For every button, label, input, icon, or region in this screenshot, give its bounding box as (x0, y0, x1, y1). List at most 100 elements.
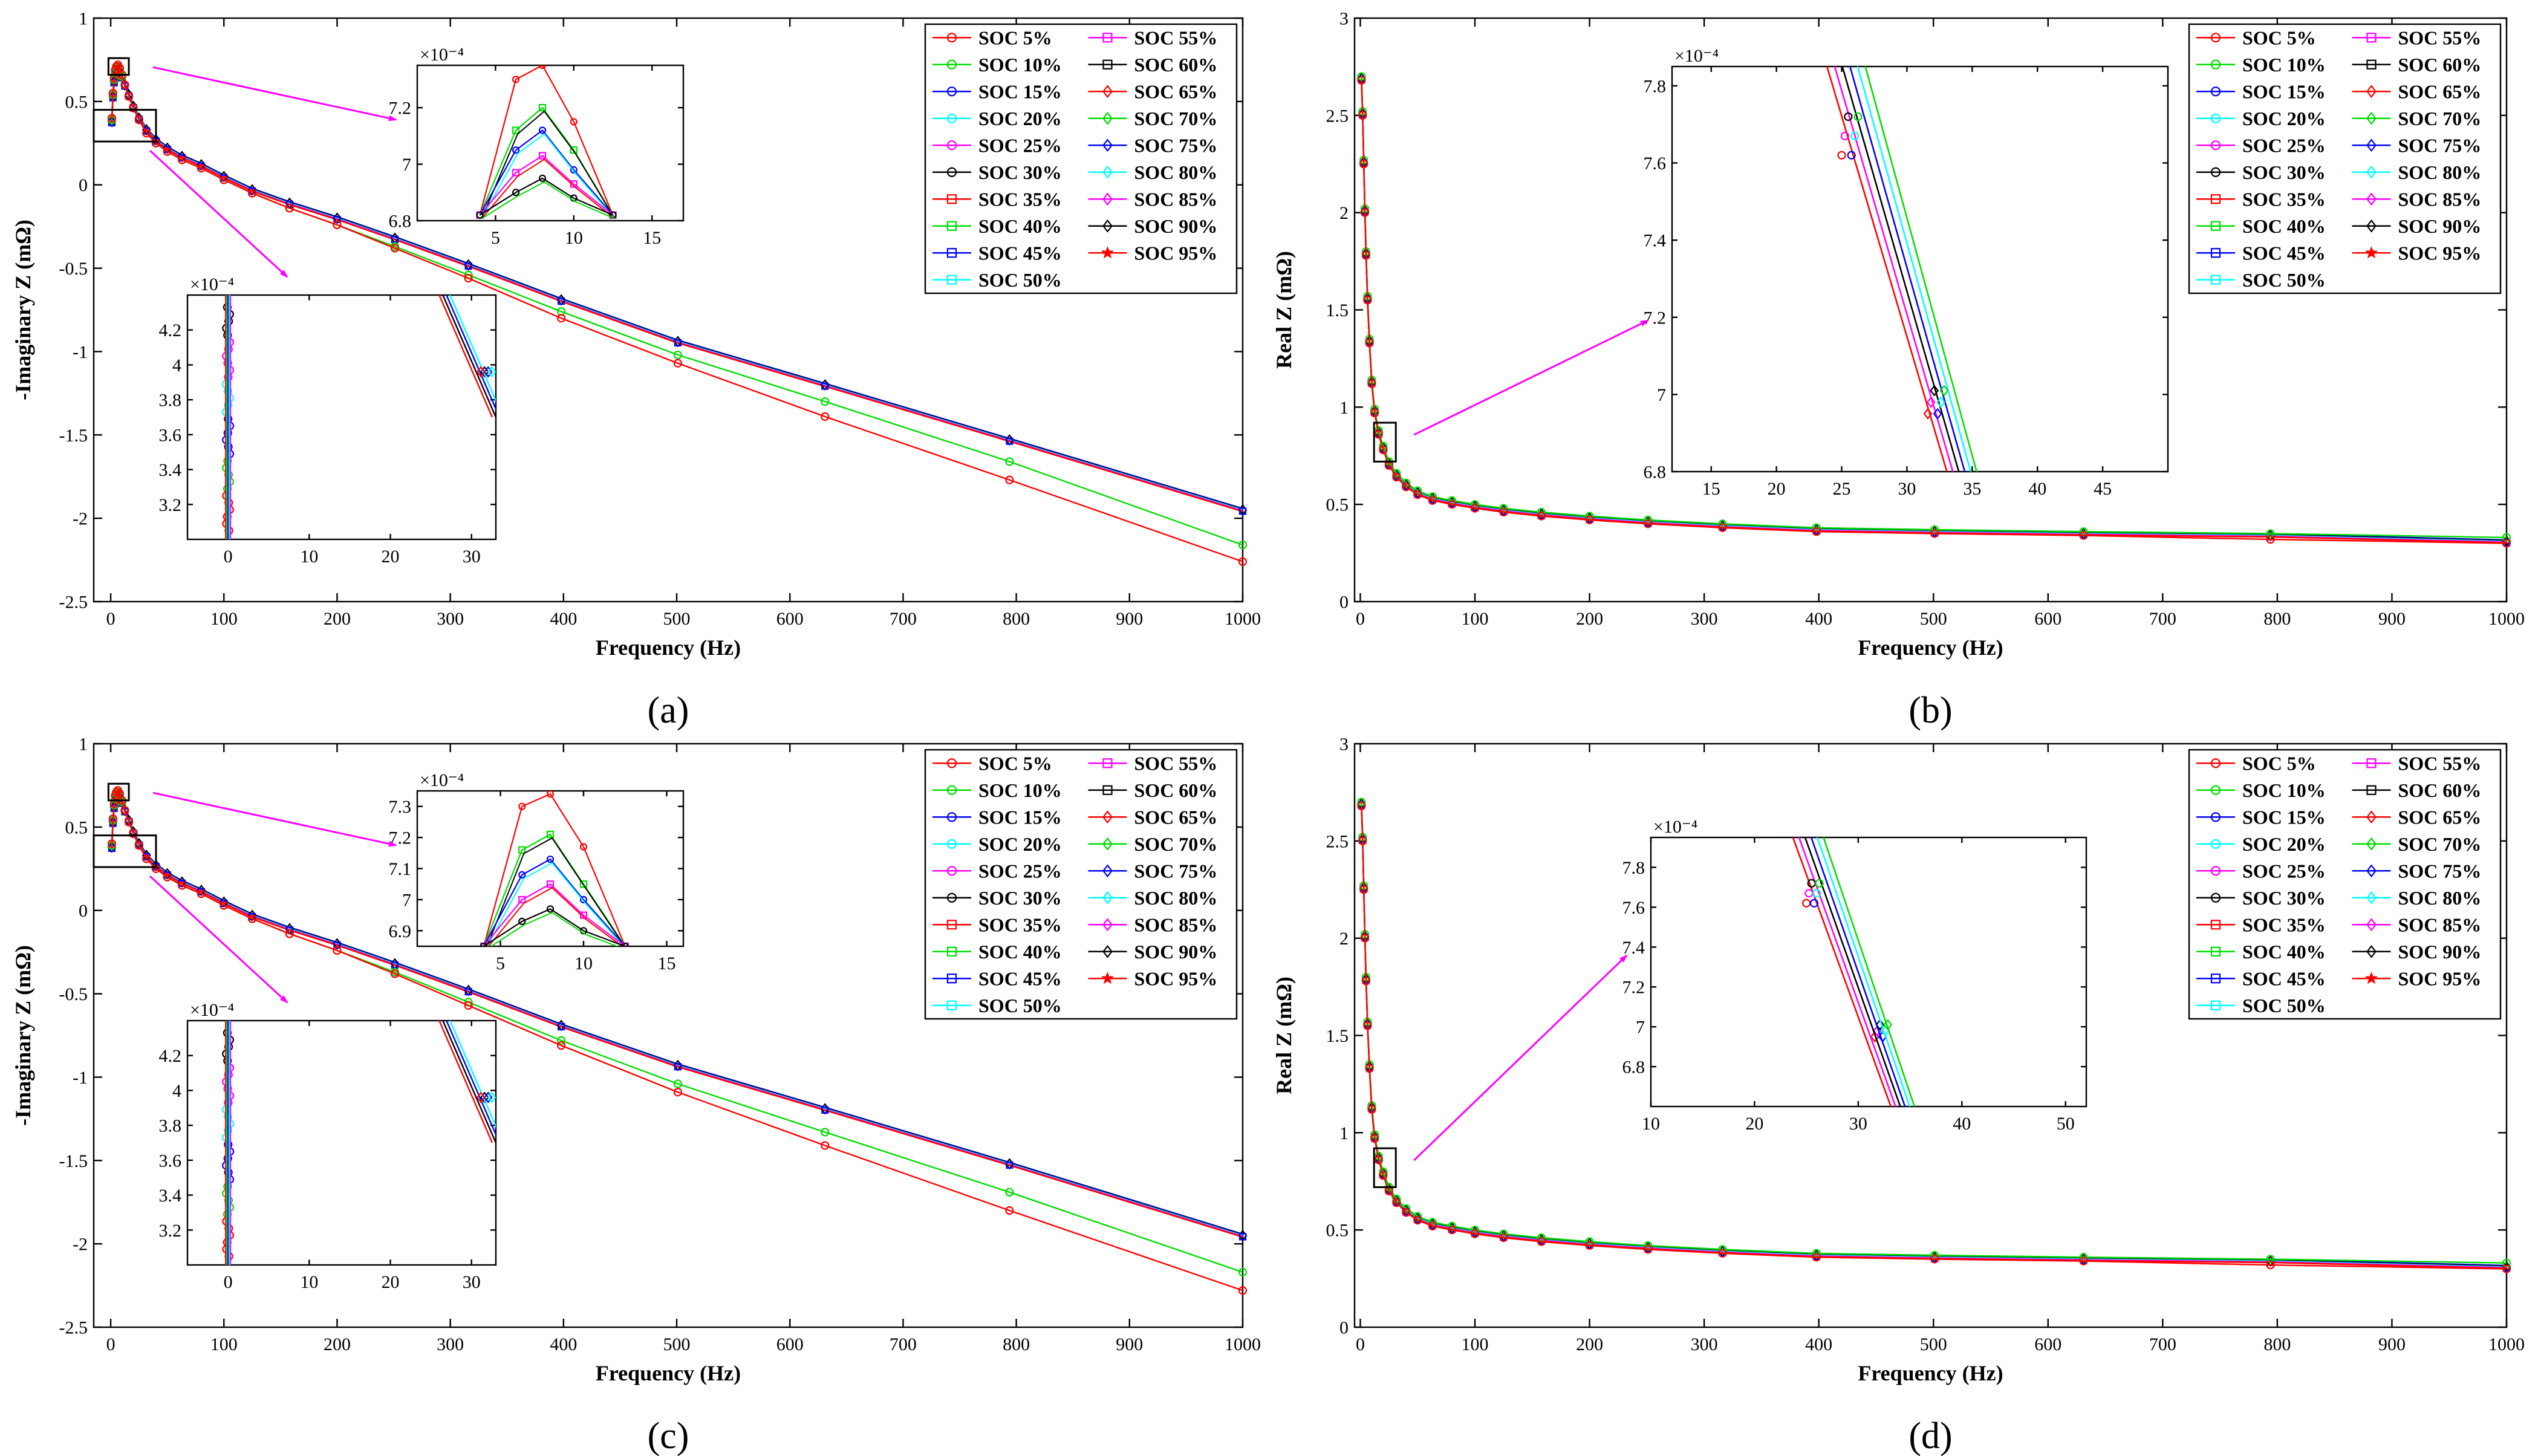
inset-data (1826, 67, 1978, 472)
data-point (673, 1088, 683, 1097)
inset-x-tick-label: 10 (300, 547, 318, 567)
y-tick-label: 0 (1339, 593, 1349, 613)
legend-marker (2210, 973, 2221, 984)
inset-x-tick-label: 5 (496, 954, 505, 973)
inset-point (1847, 151, 1856, 160)
legend-box (924, 23, 1238, 294)
legend-label: SOC 55% (2398, 752, 2482, 774)
series-line (1361, 805, 2507, 1270)
data-point (107, 839, 117, 848)
y-tick-label: -0.5 (59, 984, 88, 1004)
x-axis-label: Frequency (Hz) (1858, 1361, 2003, 1385)
data-point (464, 262, 472, 270)
inset-point (546, 905, 555, 913)
legend-label: SOC 50% (978, 995, 1062, 1016)
legend-label: SOC 30% (978, 161, 1062, 183)
data-point (1365, 339, 1374, 348)
data-point (1005, 457, 1014, 466)
inset-plot-frame (186, 1019, 497, 1266)
legend-marker (946, 33, 957, 43)
y-tick-label: 2.5 (1326, 831, 1349, 851)
zoom-arrow (152, 791, 397, 847)
legend-marker (2210, 140, 2221, 151)
x-tick-label: 100 (1462, 609, 1489, 629)
inset-line (483, 858, 626, 946)
legend-box (924, 749, 1238, 1020)
legend-label: SOC 85% (2398, 914, 2482, 935)
inset-line (438, 295, 493, 418)
legend-label: SOC 25% (978, 134, 1062, 156)
inset-x-tick-label: 10 (300, 1272, 318, 1292)
zoom-box (93, 834, 157, 868)
inset-point (570, 146, 578, 154)
x-tick-label: 600 (2034, 1334, 2061, 1354)
legend-label: SOC 70% (2398, 833, 2482, 855)
inset-y-tick-label: 3.4 (159, 460, 182, 480)
legend-marker (2210, 167, 2221, 177)
legend-label: SOC 65% (1134, 806, 1218, 828)
inset-plot-frame (1650, 836, 2087, 1108)
data-point (821, 397, 830, 406)
data-point (1537, 1237, 1546, 1246)
legend-marker (1102, 837, 1113, 851)
inset-x-tick-label: 20 (382, 1272, 400, 1292)
legend-marker (2210, 946, 2221, 957)
data-point (1238, 507, 1247, 515)
data-point (1367, 1105, 1376, 1114)
data-point (1537, 512, 1546, 521)
x-tick-label: 800 (2263, 609, 2291, 629)
y-tick-label: 0 (1339, 1318, 1349, 1338)
data-point (1238, 557, 1248, 566)
inset-exponent: ×10⁻⁴ (420, 770, 464, 790)
panel-caption: (b) (1908, 690, 1952, 731)
inset-line (442, 1021, 496, 1143)
inset-point (579, 895, 588, 904)
legend-marker (1102, 758, 1113, 769)
inset-y-tick-label: 7 (402, 890, 411, 910)
data-point (1718, 1249, 1727, 1258)
x-tick-label: 800 (1003, 1334, 1030, 1354)
x-tick-label: 500 (663, 1334, 691, 1354)
data-point (333, 215, 341, 223)
x-tick-label: 200 (324, 1334, 351, 1354)
inset-point (1804, 889, 1814, 898)
inset-inset_low: 0 10 20 30 3.2 3.4 3.6 3.8 4 4.2 ×10⁻⁴ (159, 275, 497, 567)
legend-marker (2210, 113, 2221, 123)
inset-line (1798, 837, 1897, 1107)
legend-marker (1102, 785, 1113, 795)
y-tick-label: 1.5 (1326, 1026, 1349, 1046)
y-tick-label: -2 (73, 1235, 88, 1255)
inset-x-tick-label: 30 (1898, 479, 1916, 499)
x-tick-label: 100 (1462, 1334, 1489, 1354)
legend-marker (2364, 246, 2378, 259)
x-tick-label: 1000 (1225, 609, 1261, 629)
data-point (1930, 1255, 1939, 1264)
data-point (1392, 473, 1401, 482)
x-tick-label: 0 (1356, 609, 1365, 629)
legend-label: SOC 90% (1134, 215, 1218, 237)
legend-marker (2366, 165, 2377, 179)
data-point (1644, 1245, 1653, 1254)
inset-x-tick-label: 15 (643, 228, 661, 248)
inset-y-tick-label: 7.2 (389, 99, 412, 119)
data-point (1367, 379, 1376, 388)
x-tick-label: 500 (663, 609, 691, 629)
legend-label: SOC 60% (1134, 54, 1218, 76)
legend-marker (946, 59, 957, 70)
data-point (220, 175, 229, 184)
y-tick-label: 1 (79, 735, 88, 755)
x-tick-label: 300 (1691, 1334, 1718, 1354)
legend-marker (2366, 33, 2377, 43)
inset-line (481, 181, 615, 219)
data-point (247, 189, 257, 198)
inset-x-tick-label: 15 (658, 954, 676, 973)
x-tick-label: 1000 (1225, 1334, 1261, 1354)
legend-marker (2366, 918, 2377, 932)
legend-label: SOC 15% (978, 80, 1062, 102)
x-tick-label: 200 (324, 609, 351, 629)
inset-point (487, 366, 496, 378)
legend-marker (946, 248, 957, 258)
inset-plot-frame (416, 790, 685, 947)
inset-exponent: ×10⁻⁴ (420, 45, 464, 65)
data-point (1402, 483, 1411, 492)
